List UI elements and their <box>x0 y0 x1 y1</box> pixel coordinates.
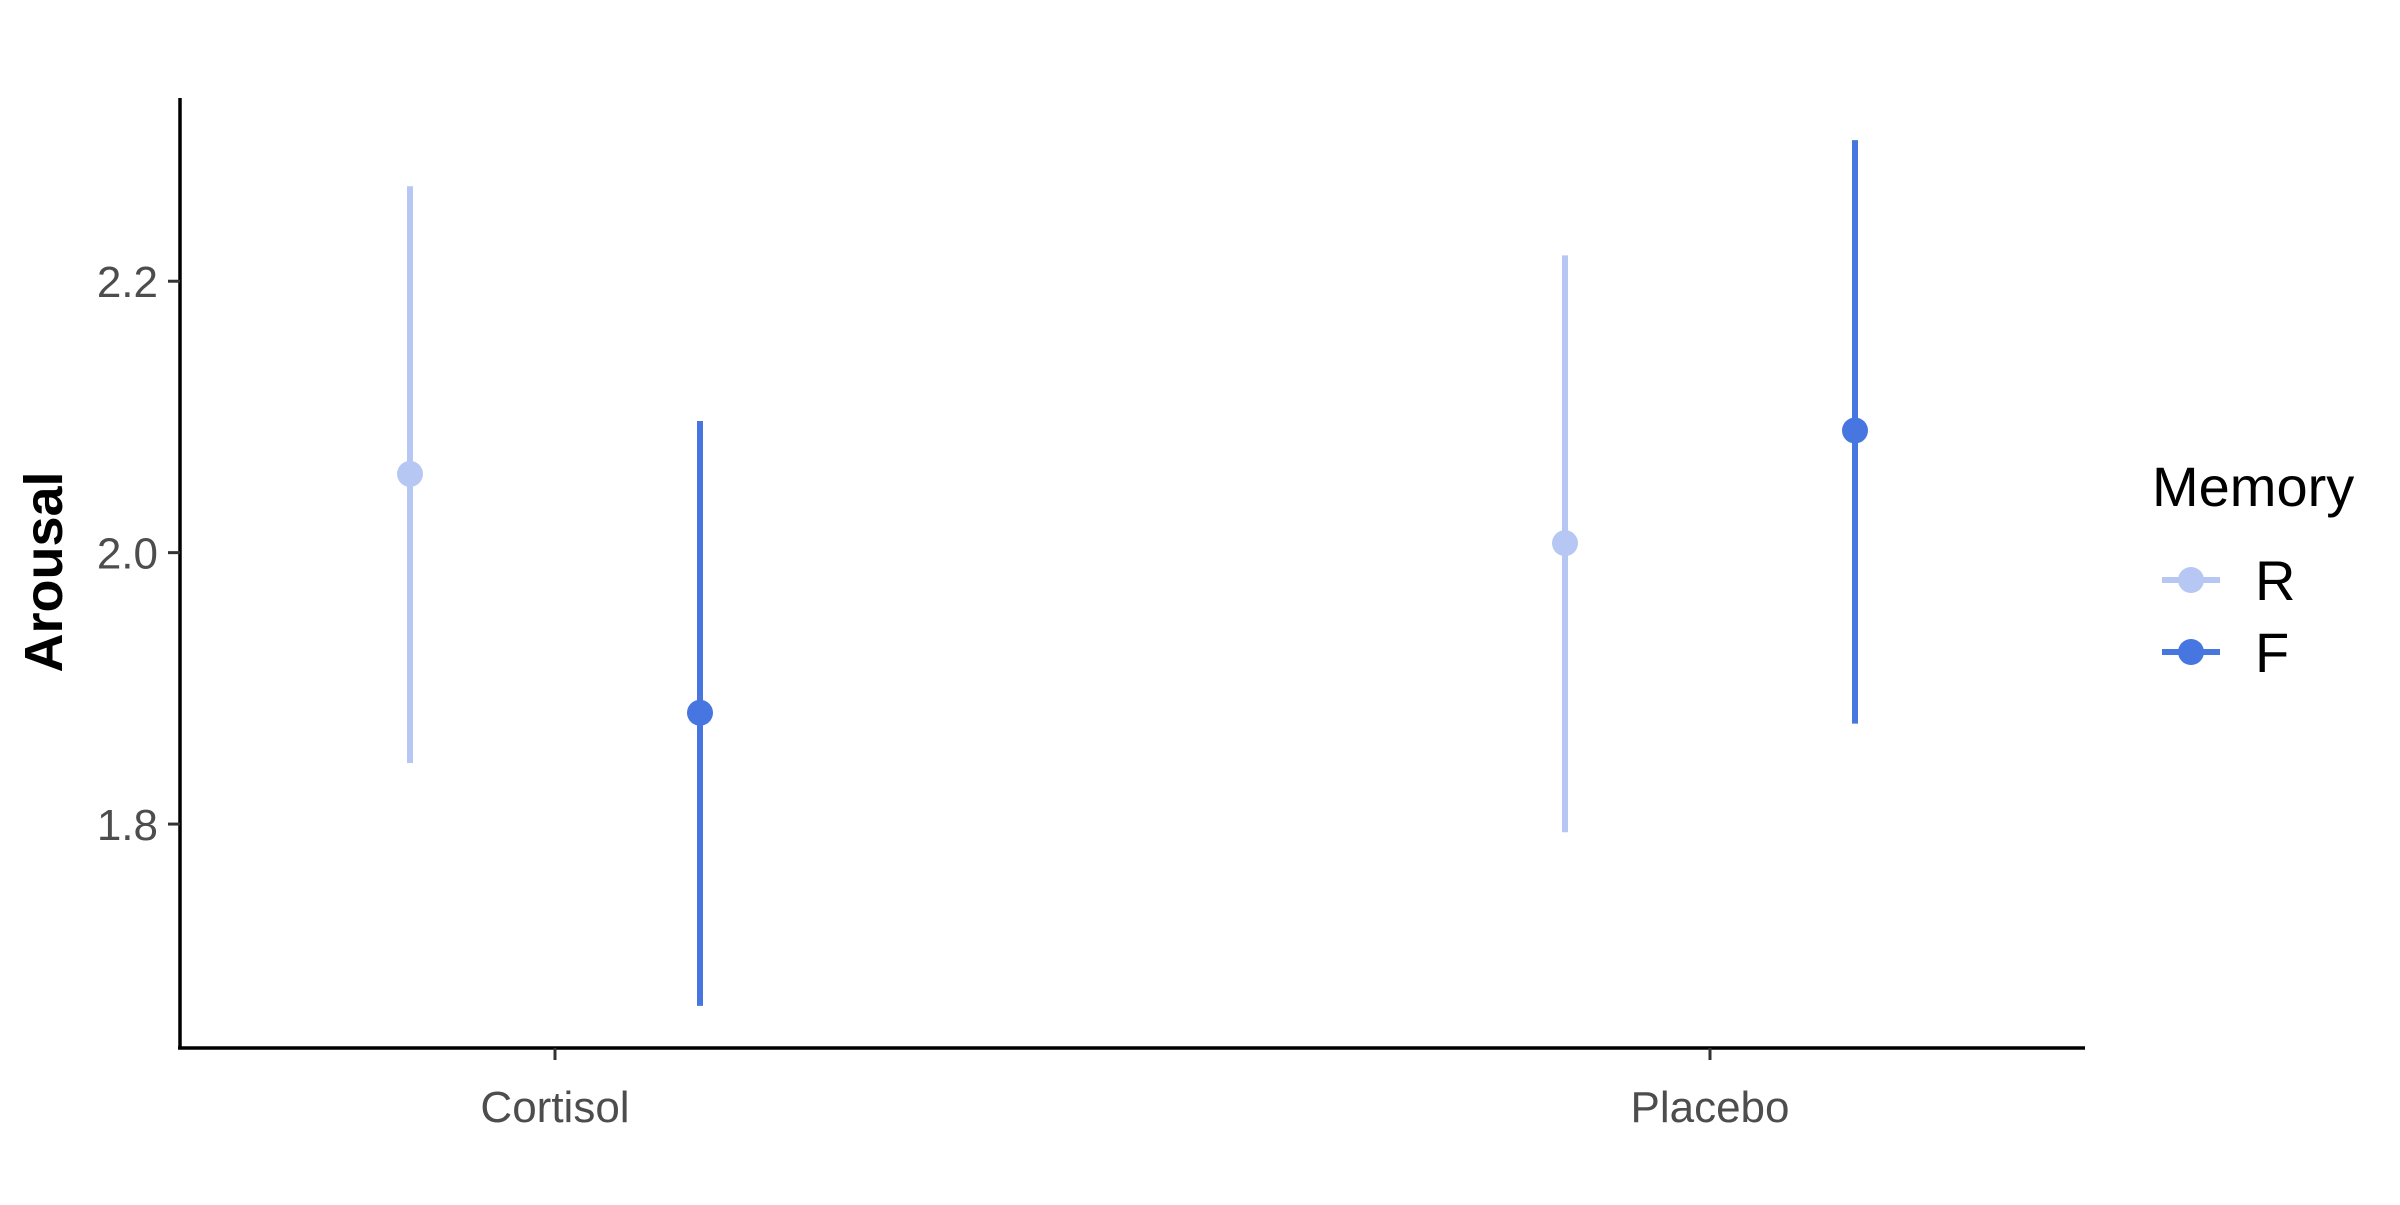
legend-key-point <box>2178 567 2204 593</box>
pointrange-R-cortisol <box>397 186 423 763</box>
x-tick-label: Placebo <box>1630 1083 1789 1132</box>
point-F-cortisol <box>687 699 713 726</box>
legend-key-point <box>2178 639 2204 665</box>
legend-key-R <box>2162 567 2220 593</box>
y-tick-label: 1.8 <box>97 801 158 850</box>
pointrange-F-placebo <box>1842 140 1868 724</box>
legend-key-F <box>2162 639 2220 665</box>
legend-title: Memory <box>2152 455 2354 518</box>
legend-label-R: R <box>2255 549 2295 612</box>
point-R-placebo <box>1552 530 1578 557</box>
point-R-cortisol <box>397 460 423 487</box>
plot-area <box>397 140 1868 1006</box>
axes: 1.8 2.0 2.2 Cortisol Placebo <box>97 98 2085 1132</box>
legend-label-F: F <box>2255 621 2289 684</box>
y-axis-title: Arousal <box>14 471 74 672</box>
pointrange-R-placebo <box>1552 255 1578 833</box>
y-tick-label: 2.2 <box>97 258 158 307</box>
x-tick-label: Cortisol <box>480 1083 629 1132</box>
point-F-placebo <box>1842 417 1868 444</box>
y-tick-label: 2.0 <box>97 530 158 579</box>
pointrange-F-cortisol <box>687 421 713 1006</box>
legend: Memory RF <box>2152 455 2354 684</box>
